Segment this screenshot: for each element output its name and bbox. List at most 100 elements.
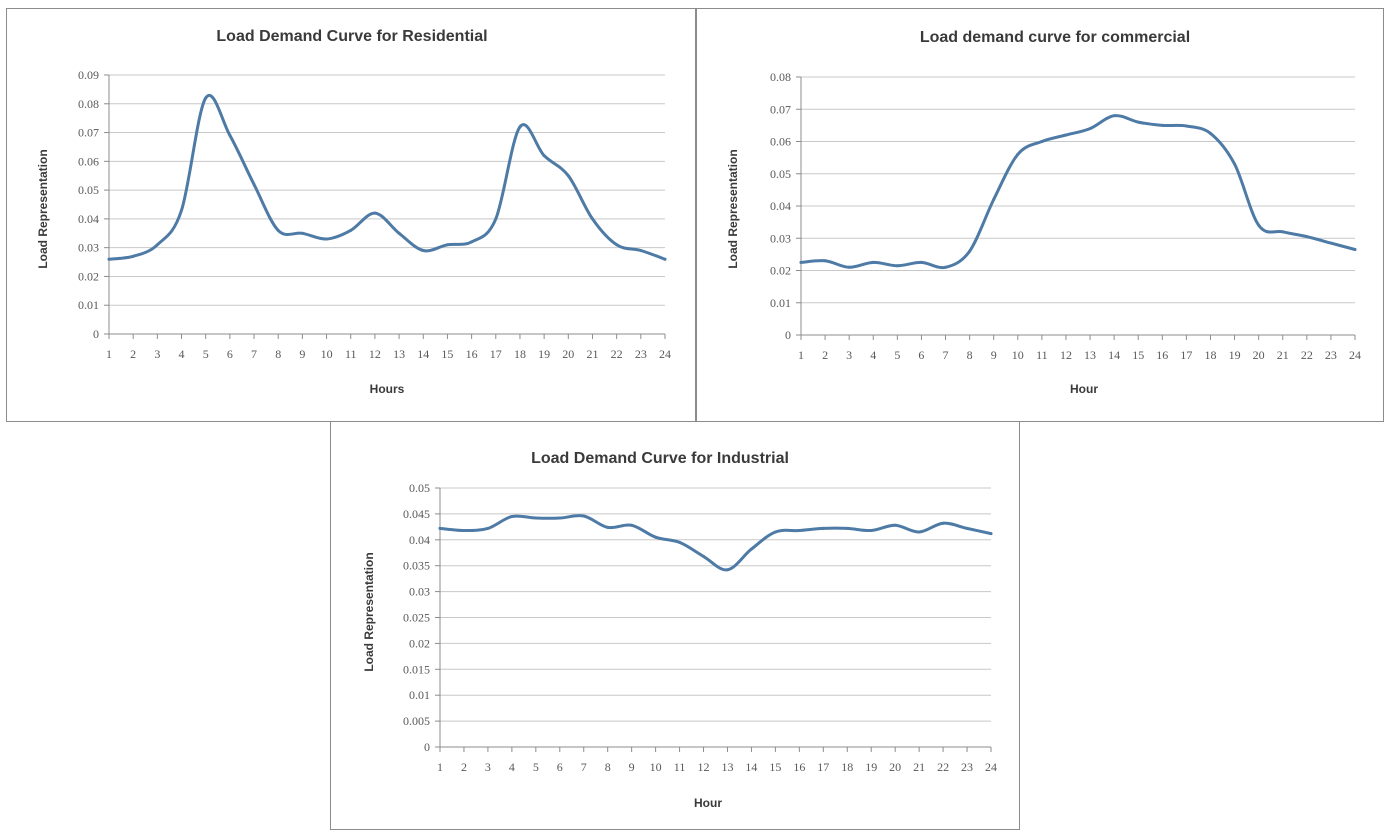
- x-tick-label: 4: [179, 347, 185, 361]
- x-tick-label: 24: [1349, 348, 1361, 362]
- x-tick-label: 15: [769, 760, 781, 774]
- y-tick-label: 0.02: [409, 636, 430, 650]
- x-tick-label: 1: [106, 347, 112, 361]
- x-tick-label: 9: [299, 347, 305, 361]
- y-tick-label: 0.025: [403, 611, 430, 625]
- x-tick-label: 24: [985, 760, 997, 774]
- x-tick-label: 7: [581, 760, 587, 774]
- x-tick-label: 7: [943, 348, 949, 362]
- x-tick-label: 11: [674, 760, 686, 774]
- y-tick-label: 0.05: [409, 481, 430, 495]
- x-tick-label: 20: [562, 347, 574, 361]
- x-tick-label: 1: [798, 348, 804, 362]
- y-tick-label: 0.045: [403, 507, 430, 521]
- data-point: [397, 231, 401, 235]
- x-tick-label: 2: [822, 348, 828, 362]
- x-tick-label: 6: [557, 760, 563, 774]
- y-tick-label: 0.07: [78, 126, 99, 140]
- x-tick-label: 7: [251, 347, 257, 361]
- x-tick-label: 20: [1253, 348, 1265, 362]
- y-tick-label: 0: [785, 328, 791, 342]
- x-tick-label: 13: [1084, 348, 1096, 362]
- x-tick-label: 19: [538, 347, 550, 361]
- data-point: [204, 96, 208, 100]
- x-tick-label: 11: [345, 347, 357, 361]
- x-tick-label: 4: [870, 348, 876, 362]
- x-tick-label: 10: [650, 760, 662, 774]
- data-point: [893, 523, 897, 527]
- x-tick-label: 12: [698, 760, 710, 774]
- x-tick-label: 9: [629, 760, 635, 774]
- data-point: [518, 125, 522, 129]
- y-axis-label: Load Representation: [36, 149, 50, 268]
- data-point: [180, 208, 183, 212]
- data-point: [1281, 230, 1285, 234]
- data-point: [917, 530, 921, 534]
- x-tick-label: 21: [913, 760, 925, 774]
- data-point: [494, 217, 498, 221]
- x-tick-label: 5: [533, 760, 539, 774]
- data-point: [654, 535, 658, 539]
- x-tick-label: 8: [275, 347, 281, 361]
- x-tick-label: 16: [1156, 348, 1168, 362]
- data-point: [678, 540, 682, 544]
- x-axis-label: Hour: [1070, 382, 1098, 396]
- x-tick-label: 20: [889, 760, 901, 774]
- x-tick-label: 17: [490, 347, 502, 361]
- y-tick-label: 0: [93, 327, 99, 341]
- chart-title: Load Demand Curve for Residential: [216, 28, 487, 45]
- data-point: [300, 231, 304, 235]
- data-point: [438, 526, 442, 530]
- data-point: [373, 211, 377, 215]
- data-point: [663, 257, 667, 261]
- data-point: [847, 265, 851, 269]
- y-tick-label: 0.09: [78, 68, 99, 82]
- x-tick-label: 18: [841, 760, 853, 774]
- y-tick-label: 0.03: [78, 241, 99, 255]
- y-tick-label: 0.04: [770, 199, 791, 213]
- data-point: [797, 529, 801, 532]
- x-tick-label: 23: [1325, 348, 1337, 362]
- y-tick-label: 0.02: [78, 269, 99, 283]
- x-tick-label: 14: [745, 760, 757, 774]
- x-tick-label: 22: [1301, 348, 1313, 362]
- y-axis-label: Load Representation: [362, 552, 376, 671]
- data-point: [606, 525, 610, 529]
- commercial-chart-panel: Load demand curve for commercial 0 0.01 0.0…: [696, 8, 1384, 422]
- y-tick-label: 0.01: [770, 296, 791, 310]
- data-point: [462, 529, 466, 532]
- x-tick-label: 10: [321, 347, 333, 361]
- series-line: [438, 514, 993, 572]
- x-axis-label: Hours: [370, 382, 405, 396]
- data-point: [276, 228, 280, 232]
- x-tick-label: 13: [721, 760, 733, 774]
- data-point: [1233, 162, 1237, 166]
- data-point: [566, 174, 570, 178]
- x-tick-label: 6: [918, 348, 924, 362]
- x-tick-label: 21: [1277, 348, 1289, 362]
- data-point: [131, 254, 135, 258]
- data-point: [1112, 114, 1116, 118]
- y-tick-label: 0.05: [770, 167, 791, 181]
- data-point: [989, 532, 993, 536]
- data-point: [1088, 127, 1092, 131]
- data-point: [749, 547, 753, 551]
- y-tick-label: 0.03: [409, 585, 430, 599]
- x-tick-label: 19: [865, 760, 877, 774]
- x-tick-label: 23: [961, 760, 973, 774]
- data-point: [869, 529, 873, 532]
- data-point: [968, 249, 972, 253]
- x-tick-label: 16: [793, 760, 805, 774]
- x-tick-label: 2: [130, 347, 136, 361]
- x-tick-label: 17: [817, 760, 829, 774]
- data-point: [1136, 120, 1140, 124]
- x-tick-label: 1: [437, 760, 443, 774]
- industrial-chart-panel: Load Demand Curve for Industrial 0 0.005 0.…: [330, 421, 1020, 830]
- x-tick-label: 3: [154, 347, 160, 361]
- data-point: [1257, 223, 1261, 227]
- y-tick-label: 0.06: [78, 154, 99, 168]
- y-tick-label: 0.03: [770, 231, 791, 245]
- y-tick-label: 0.08: [770, 70, 791, 84]
- y-tick-label: 0.04: [409, 533, 430, 547]
- residential-chart-panel: Load Demand Curve for Residential 0 0.01 0.…: [6, 8, 696, 422]
